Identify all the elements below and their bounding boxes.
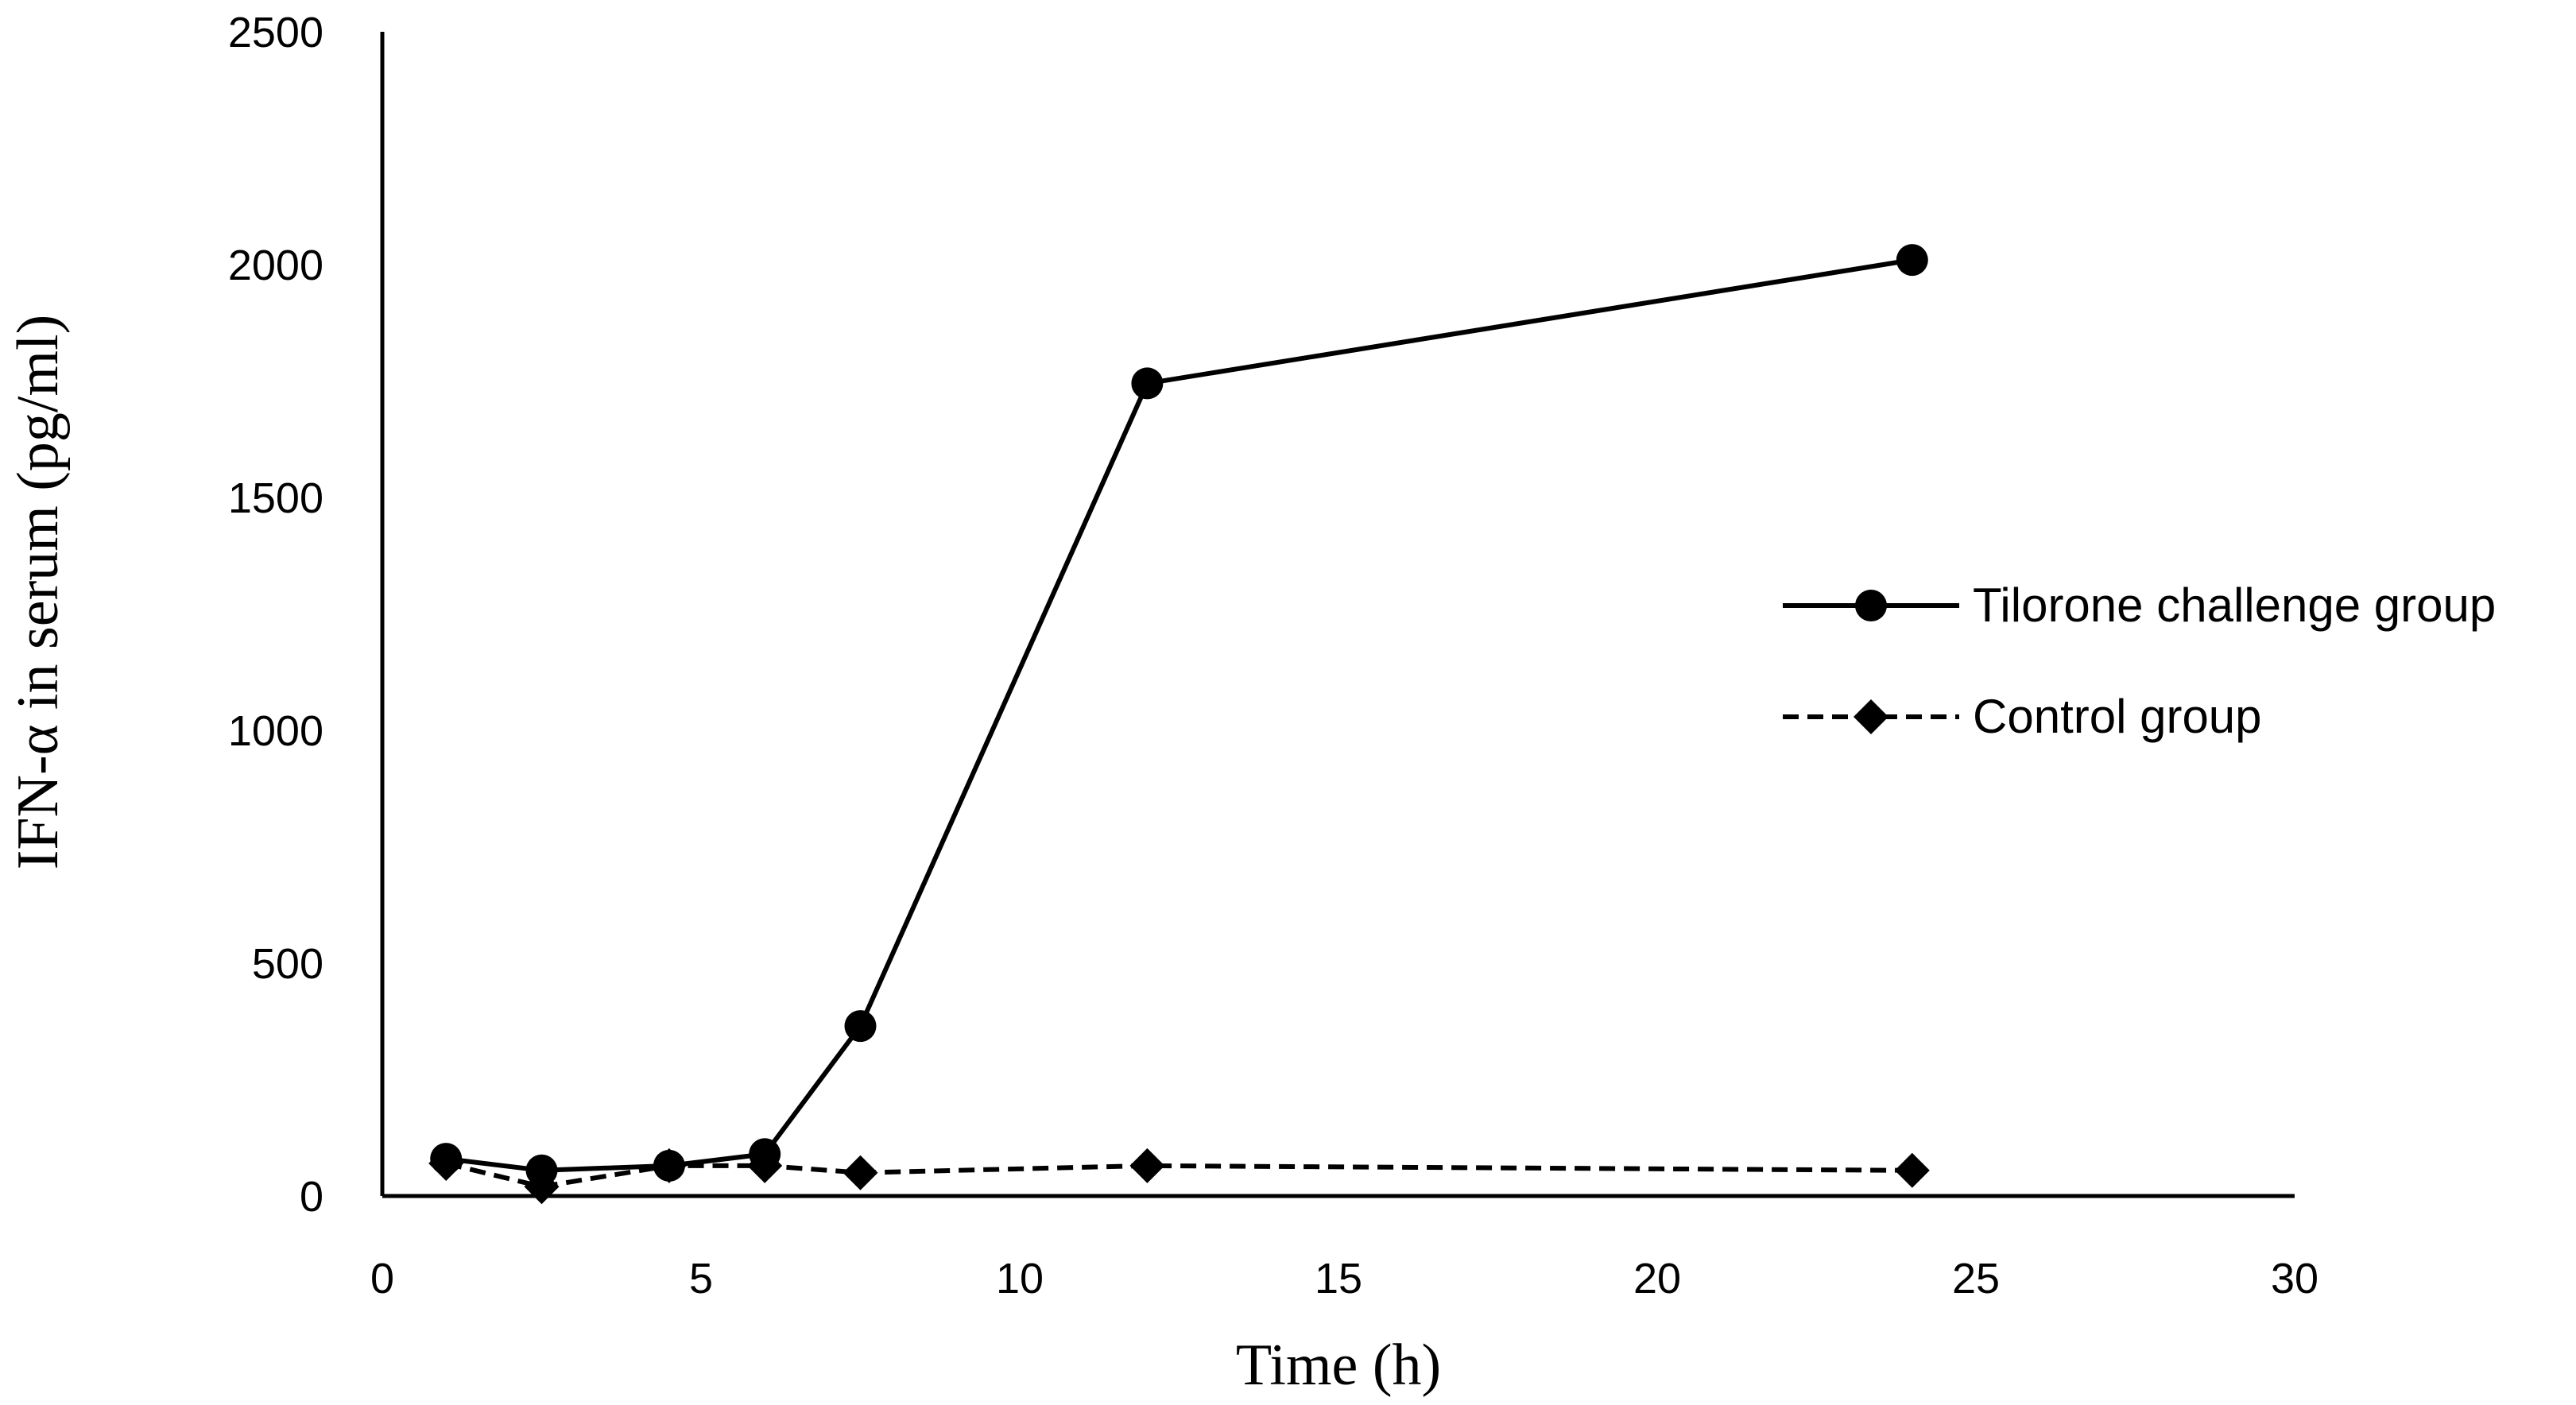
x-axis-title: Time (h) — [1236, 1333, 1441, 1398]
x-tick-label: 30 — [2271, 1255, 2318, 1302]
data-point-tilorone — [525, 1154, 558, 1186]
legend: Tilorone challenge group Control group — [1783, 579, 2496, 743]
data-point-tilorone — [844, 1010, 877, 1043]
data-point-control — [843, 1155, 878, 1190]
y-tick-label: 2500 — [228, 9, 323, 56]
y-tick-label: 1500 — [228, 474, 323, 522]
legend-item-tilorone: Tilorone challenge group — [1783, 579, 2496, 632]
data-point-tilorone — [653, 1149, 685, 1182]
data-point-tilorone — [749, 1138, 781, 1171]
axes — [380, 32, 2295, 1198]
data-point-tilorone — [1131, 367, 1164, 400]
y-tick-label: 0 — [300, 1173, 323, 1221]
y-tick-label: 1000 — [228, 707, 323, 755]
data-point-control — [1894, 1152, 1930, 1188]
x-tick-label: 5 — [689, 1255, 713, 1302]
legend-label-tilorone: Tilorone challenge group — [1973, 579, 2496, 632]
data-point-tilorone — [430, 1143, 463, 1175]
legend-item-control: Control group — [1783, 690, 2262, 743]
x-tick-label: 20 — [1633, 1255, 1681, 1302]
data-point-control — [1129, 1148, 1165, 1183]
x-tick-label: 0 — [370, 1255, 394, 1302]
y-tick-labels: 0 500 1000 1500 2000 2500 — [228, 9, 323, 1221]
legend-marker-control — [1854, 699, 1888, 734]
x-tick-label: 15 — [1315, 1255, 1362, 1302]
legend-marker-tilorone — [1855, 590, 1887, 621]
series-line-tilorone — [445, 257, 1913, 1173]
x-tick-label: 25 — [1952, 1255, 2000, 1302]
series — [428, 244, 1930, 1205]
x-tick-labels: 0 5 10 15 20 25 30 — [370, 1255, 2318, 1302]
y-axis-title: IFN-α in serum (pg/ml) — [6, 315, 71, 870]
y-tick-label: 2000 — [228, 242, 323, 289]
data-point-tilorone — [1896, 244, 1928, 277]
legend-label-control: Control group — [1973, 690, 2262, 743]
x-tick-label: 10 — [996, 1255, 1044, 1302]
y-tick-label: 500 — [252, 940, 323, 988]
